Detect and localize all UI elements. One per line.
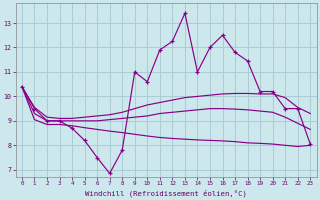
- X-axis label: Windchill (Refroidissement éolien,°C): Windchill (Refroidissement éolien,°C): [85, 189, 247, 197]
